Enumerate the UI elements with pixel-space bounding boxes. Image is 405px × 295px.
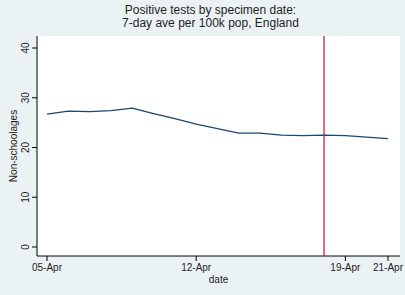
plot-area <box>37 36 400 256</box>
y-tick-label: 20 <box>20 142 31 154</box>
y-tick-label: 40 <box>20 42 31 54</box>
x-tick-label: 12-Apr <box>181 262 212 273</box>
x-tick <box>196 256 197 261</box>
y-tick <box>32 147 37 148</box>
y-tick-label: 0 <box>20 244 31 250</box>
title: 7-day ave per 100k pop, England <box>122 16 299 30</box>
x-tick-label: 05-Apr <box>32 262 63 273</box>
y-tick-label: 10 <box>20 191 31 203</box>
y-axis-label: Non-schoolages <box>8 110 19 182</box>
y-tick <box>32 97 37 98</box>
background <box>0 0 405 295</box>
y-tick <box>32 197 37 198</box>
x-tick-label: 19-Apr <box>330 262 361 273</box>
x-tick <box>388 256 389 261</box>
chart: Positive tests by specimen date:7-day av… <box>0 0 405 295</box>
title: Positive tests by specimen date: <box>125 3 296 17</box>
y-tick <box>32 48 37 49</box>
x-tick <box>47 256 48 261</box>
plot-marks <box>47 36 388 256</box>
x-tick-label: 21-Apr <box>373 262 404 273</box>
reference-line <box>323 36 324 256</box>
y-tick-label: 30 <box>20 92 31 104</box>
x-axis-label: date <box>209 274 229 285</box>
data-line <box>47 108 388 138</box>
y-tick <box>32 247 37 248</box>
y-axis <box>37 36 38 256</box>
x-tick <box>345 256 346 261</box>
